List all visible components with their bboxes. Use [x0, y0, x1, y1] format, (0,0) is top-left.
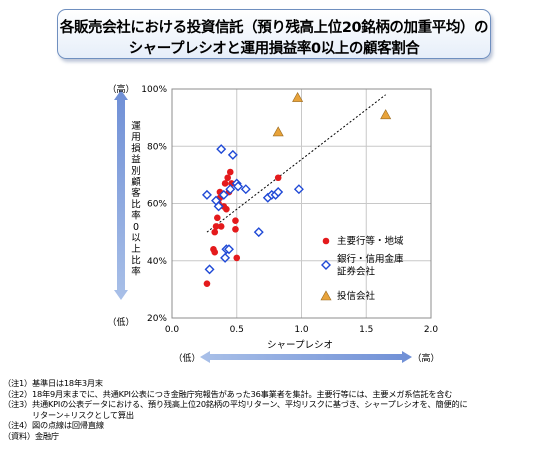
chart-title: 各販売会社における投資信託（預り残高上位20銘柄の加重平均）の シャープレシオと…: [57, 9, 491, 59]
legend-label: 銀行・信用金庫: [337, 253, 404, 265]
legend-label: 証券会社: [337, 265, 376, 277]
data-point-circle: [224, 174, 231, 182]
y-tick-label: 80%: [147, 142, 167, 152]
data-point-diamond: [223, 244, 234, 255]
note-1: （注1）基準日は18年3月末: [3, 378, 103, 388]
note-source: （資料）金融庁: [3, 430, 59, 441]
data-point-diamond: [201, 189, 212, 200]
y-tick-label: 20%: [147, 314, 167, 324]
data-point-diamond: [213, 201, 224, 212]
data-point-diamond: [216, 144, 227, 155]
note-3: （注3）共通KPIの公表データにおける、預り残高上位20銘柄の平均リターン、平均…: [3, 399, 468, 410]
x-direction-arrow: [200, 351, 412, 363]
data-point-diamond: [293, 184, 304, 195]
data-point-circle: [211, 228, 219, 236]
data-point-diamond: [227, 149, 238, 160]
note-4: （注4）図の点線は回帰直線: [3, 420, 104, 431]
legend-marker-triangle: [320, 290, 332, 301]
data-point-circle: [232, 225, 239, 233]
data-point-circle: [233, 254, 241, 262]
data-point-circle: [226, 168, 234, 176]
data-point-circle: [217, 223, 225, 230]
data-point-diamond: [253, 227, 264, 238]
data-point-circle: [223, 205, 230, 213]
y-tick-label: 60%: [147, 200, 167, 210]
data-point-diamond: [220, 252, 231, 263]
notes: （注1）基準日は18年3月末 （注2）18年9月末までに、共通KPI公表につき金…: [3, 378, 468, 442]
legend-marker-circle: [322, 237, 330, 245]
data-point-circle: [211, 248, 219, 256]
data-point-circle: [274, 174, 282, 182]
data-point-triangle: [292, 91, 304, 102]
x-tick-label: 2.0: [424, 325, 439, 335]
data-point-circle: [203, 280, 211, 287]
x-tick-label: 1.5: [359, 325, 373, 335]
data-point-diamond: [218, 189, 229, 200]
legend-label: 投信会社: [337, 290, 376, 302]
regression-line: [206, 94, 386, 233]
y-tick-label: 40%: [147, 257, 167, 267]
x-tick-label: 1.0: [294, 325, 309, 335]
chart-title-line2: シャープレシオと運用損益率0以上の顧客割合: [128, 41, 420, 57]
x-high-label: （高）: [412, 352, 439, 364]
data-point-diamond: [204, 264, 215, 275]
data-point-circle: [214, 214, 221, 222]
y-axis-title: 運用損益別顧客比率 0 以上比率: [131, 121, 141, 278]
data-point-circle: [212, 223, 220, 230]
note-3-cont: リターン÷リスクとして算出: [32, 409, 134, 420]
x-tick-label: 0.5: [230, 325, 244, 335]
y-direction-arrow: [114, 90, 128, 300]
data-point-circle: [232, 217, 239, 224]
data-point-diamond: [233, 181, 244, 192]
x-axis-title: シャープレシオ: [267, 340, 333, 351]
data-point-circle: [221, 180, 229, 187]
legend-label: 主要行等・地域: [337, 235, 404, 247]
y-low-label: （低）: [107, 316, 134, 328]
x-tick-label: 0.0: [165, 325, 180, 335]
y-high-label: （高）: [107, 83, 134, 95]
data-point-triangle: [272, 126, 284, 137]
x-low-label: （低）: [173, 352, 200, 364]
data-point-diamond: [225, 184, 236, 195]
legend-marker-diamond: [321, 260, 331, 270]
chart-title-line1: 各販売会社における投資信託（預り残高上位20銘柄の加重平均）の: [59, 20, 489, 36]
y-tick-label: 100%: [141, 85, 167, 95]
data-point-triangle: [380, 109, 392, 120]
data-point-diamond: [273, 187, 284, 198]
data-point-diamond: [240, 184, 251, 195]
plot-frame: [171, 88, 432, 319]
note-2: （注2）18年9月末までに、共通KPI公表につき金融庁宛報告があった36事業者を…: [3, 388, 453, 399]
